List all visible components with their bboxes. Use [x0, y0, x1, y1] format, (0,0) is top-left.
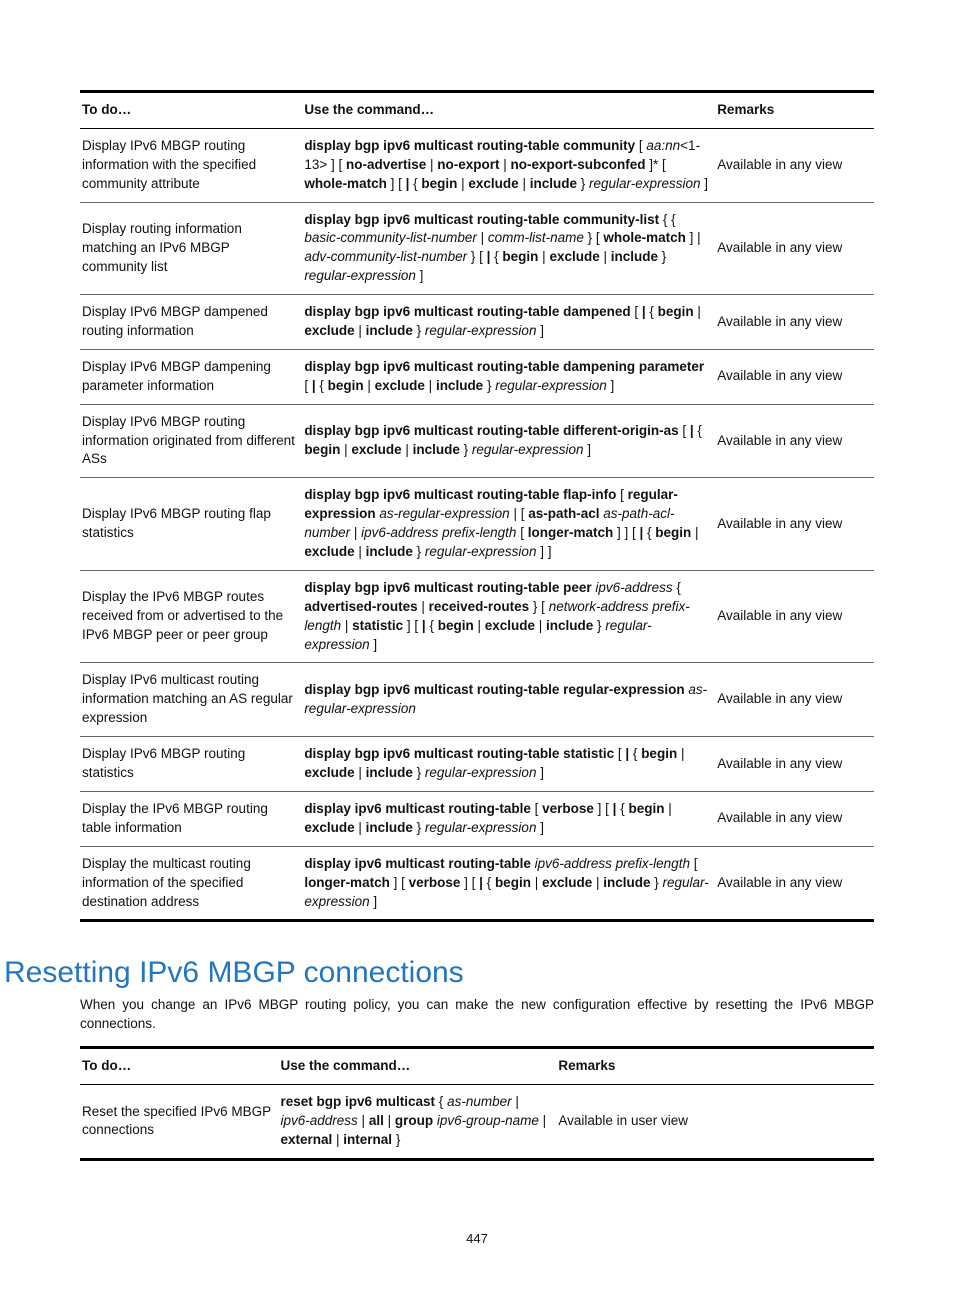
- cell-todo: Display the multicast routing informatio…: [80, 846, 302, 921]
- cell-rem: Available in user view: [556, 1085, 874, 1160]
- cell-cmd: display bgp ipv6 multicast routing-table…: [302, 478, 715, 571]
- header-cmd: Use the command…: [302, 92, 715, 129]
- header-cmd: Use the command…: [279, 1048, 557, 1085]
- table-row: Display IPv6 MBGP routing information wi…: [80, 128, 874, 202]
- table-row: Display IPv6 MBGP routing flap statistic…: [80, 478, 874, 571]
- commands-table-2: To do… Use the command… Remarks Reset th…: [80, 1046, 874, 1161]
- cell-cmd: reset bgp ipv6 multicast { as-number | i…: [279, 1085, 557, 1160]
- header-rem: Remarks: [715, 92, 874, 129]
- commands-table-1: To do… Use the command… Remarks Display …: [80, 90, 874, 922]
- table-row: Display the multicast routing informatio…: [80, 846, 874, 921]
- cell-rem: Available in any view: [715, 128, 874, 202]
- cell-rem: Available in any view: [715, 791, 874, 846]
- cell-rem: Available in any view: [715, 202, 874, 295]
- cell-cmd: display bgp ipv6 multicast routing-table…: [302, 202, 715, 295]
- cell-todo: Reset the specified IPv6 MBGP connection…: [80, 1085, 279, 1160]
- table-row: Reset the specified IPv6 MBGP connection…: [80, 1085, 874, 1160]
- table-row: Display the IPv6 MBGP routing table info…: [80, 791, 874, 846]
- header-todo: To do…: [80, 92, 302, 129]
- cell-todo: Display IPv6 multicast routing informati…: [80, 663, 302, 737]
- table-row: Display IPv6 MBGP routing information or…: [80, 404, 874, 478]
- cell-todo: Display IPv6 MBGP routing flap statistic…: [80, 478, 302, 571]
- cell-cmd: display bgp ipv6 multicast routing-table…: [302, 128, 715, 202]
- cell-rem: Available in any view: [715, 846, 874, 921]
- cell-todo: Display IPv6 MBGP dampened routing infor…: [80, 295, 302, 350]
- intro-paragraph: When you change an IPv6 MBGP routing pol…: [80, 996, 874, 1034]
- cell-cmd: display bgp ipv6 multicast routing-table…: [302, 349, 715, 404]
- table-header-row: To do… Use the command… Remarks: [80, 1048, 874, 1085]
- cell-rem: Available in any view: [715, 349, 874, 404]
- table-row: Display IPv6 multicast routing informati…: [80, 663, 874, 737]
- header-rem: Remarks: [556, 1048, 874, 1085]
- cell-cmd: display bgp ipv6 multicast routing-table…: [302, 737, 715, 792]
- cell-rem: Available in any view: [715, 570, 874, 663]
- cell-rem: Available in any view: [715, 663, 874, 737]
- header-todo: To do…: [80, 1048, 279, 1085]
- table-row: Display the IPv6 MBGP routes received fr…: [80, 570, 874, 663]
- cell-cmd: display bgp ipv6 multicast routing-table…: [302, 295, 715, 350]
- cell-todo: Display IPv6 MBGP routing information wi…: [80, 128, 302, 202]
- cell-cmd: display ipv6 multicast routing-table ipv…: [302, 846, 715, 921]
- cell-todo: Display IPv6 MBGP routing statistics: [80, 737, 302, 792]
- cell-todo: Display IPv6 MBGP dampening parameter in…: [80, 349, 302, 404]
- cell-todo: Display IPv6 MBGP routing information or…: [80, 404, 302, 478]
- table-row: Display IPv6 MBGP dampened routing infor…: [80, 295, 874, 350]
- table-row: Display IPv6 MBGP dampening parameter in…: [80, 349, 874, 404]
- cell-rem: Available in any view: [715, 478, 874, 571]
- section-heading: Resetting IPv6 MBGP connections: [4, 956, 874, 990]
- table-row: Display IPv6 MBGP routing statisticsdisp…: [80, 737, 874, 792]
- cell-cmd: display bgp ipv6 multicast routing-table…: [302, 570, 715, 663]
- cell-cmd: display bgp ipv6 multicast routing-table…: [302, 404, 715, 478]
- cell-todo: Display routing information matching an …: [80, 202, 302, 295]
- cell-cmd: display bgp ipv6 multicast routing-table…: [302, 663, 715, 737]
- cell-todo: Display the IPv6 MBGP routes received fr…: [80, 570, 302, 663]
- cell-cmd: display ipv6 multicast routing-table [ v…: [302, 791, 715, 846]
- cell-todo: Display the IPv6 MBGP routing table info…: [80, 791, 302, 846]
- cell-rem: Available in any view: [715, 404, 874, 478]
- cell-rem: Available in any view: [715, 737, 874, 792]
- table-row: Display routing information matching an …: [80, 202, 874, 295]
- table-header-row: To do… Use the command… Remarks: [80, 92, 874, 129]
- cell-rem: Available in any view: [715, 295, 874, 350]
- page-number: 447: [80, 1231, 874, 1246]
